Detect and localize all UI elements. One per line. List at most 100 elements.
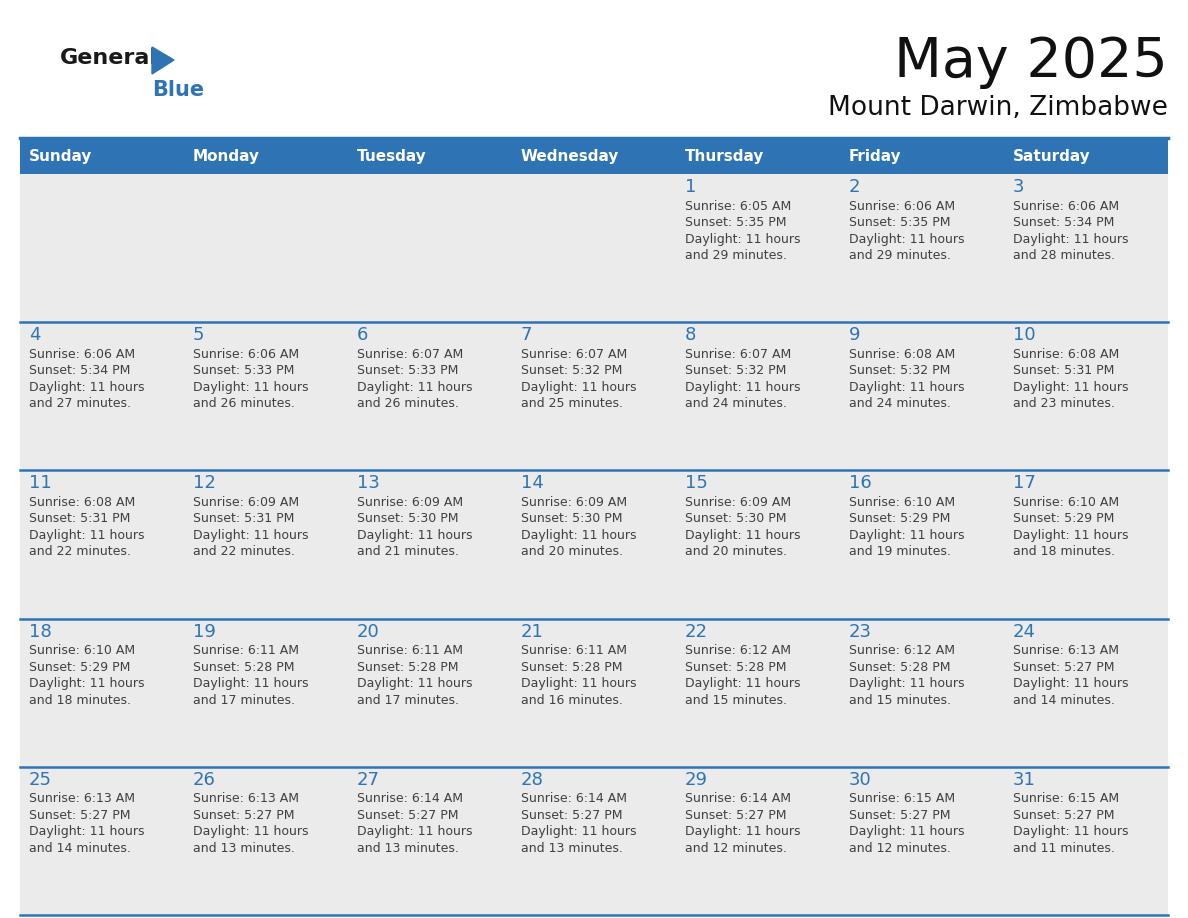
Text: Daylight: 11 hours: Daylight: 11 hours [849,825,965,838]
Text: Sunrise: 6:10 AM: Sunrise: 6:10 AM [1013,496,1119,509]
Bar [184,322,348,470]
Text: Sunrise: 6:07 AM: Sunrise: 6:07 AM [358,348,463,361]
Text: May 2025: May 2025 [895,35,1168,89]
Text: Sunrise: 6:12 AM: Sunrise: 6:12 AM [685,644,791,657]
Text: Sunset: 5:28 PM: Sunset: 5:28 PM [849,661,950,674]
Bar [1004,470,1168,619]
Polygon shape [152,47,173,74]
Text: 15: 15 [685,475,708,492]
Text: Sunset: 5:32 PM: Sunset: 5:32 PM [849,364,950,377]
Text: and 15 minutes.: and 15 minutes. [685,694,786,707]
Bar [348,619,512,767]
Text: and 15 minutes.: and 15 minutes. [849,694,952,707]
Text: Daylight: 11 hours: Daylight: 11 hours [192,825,309,838]
Text: Sunrise: 6:15 AM: Sunrise: 6:15 AM [1013,792,1119,805]
Text: Daylight: 11 hours: Daylight: 11 hours [1013,381,1129,394]
Text: Sunset: 5:27 PM: Sunset: 5:27 PM [685,809,786,822]
Text: 24: 24 [1013,622,1036,641]
Text: Sunrise: 6:10 AM: Sunrise: 6:10 AM [29,644,135,657]
Text: Daylight: 11 hours: Daylight: 11 hours [685,825,801,838]
Bar [676,138,840,174]
Text: and 29 minutes.: and 29 minutes. [849,249,950,262]
Text: Monday: Monday [192,149,260,163]
Bar [840,174,1004,322]
Text: Saturday: Saturday [1013,149,1091,163]
Text: and 18 minutes.: and 18 minutes. [1013,545,1116,558]
Bar [840,138,1004,174]
Text: and 12 minutes.: and 12 minutes. [685,842,786,855]
Text: Daylight: 11 hours: Daylight: 11 hours [192,529,309,542]
Text: Sunrise: 6:13 AM: Sunrise: 6:13 AM [29,792,135,805]
Text: Sunrise: 6:08 AM: Sunrise: 6:08 AM [29,496,135,509]
Text: and 20 minutes.: and 20 minutes. [685,545,786,558]
Text: Sunrise: 6:08 AM: Sunrise: 6:08 AM [849,348,955,361]
Text: 25: 25 [29,771,52,789]
Bar [20,619,184,767]
Bar [348,470,512,619]
Text: Sunset: 5:27 PM: Sunset: 5:27 PM [29,809,131,822]
Text: 31: 31 [1013,771,1036,789]
Text: Sunset: 5:29 PM: Sunset: 5:29 PM [849,512,950,525]
Text: and 12 minutes.: and 12 minutes. [849,842,950,855]
Text: Sunrise: 6:06 AM: Sunrise: 6:06 AM [192,348,299,361]
Text: and 28 minutes.: and 28 minutes. [1013,249,1116,262]
Text: Sunrise: 6:11 AM: Sunrise: 6:11 AM [192,644,299,657]
Text: Daylight: 11 hours: Daylight: 11 hours [1013,232,1129,245]
Text: and 26 minutes.: and 26 minutes. [192,397,295,410]
Bar [676,619,840,767]
Bar [676,767,840,915]
Text: Sunset: 5:32 PM: Sunset: 5:32 PM [685,364,786,377]
Text: Daylight: 11 hours: Daylight: 11 hours [29,825,145,838]
Text: 9: 9 [849,326,860,344]
Bar [20,767,184,915]
Bar [840,767,1004,915]
Text: Thursday: Thursday [685,149,764,163]
Text: and 11 minutes.: and 11 minutes. [1013,842,1114,855]
Text: 1: 1 [685,178,696,196]
Text: 7: 7 [522,326,532,344]
Text: Sunset: 5:27 PM: Sunset: 5:27 PM [849,809,950,822]
Text: Sunset: 5:35 PM: Sunset: 5:35 PM [849,216,950,229]
Text: 21: 21 [522,622,544,641]
Text: Daylight: 11 hours: Daylight: 11 hours [849,232,965,245]
Text: Sunset: 5:34 PM: Sunset: 5:34 PM [1013,216,1114,229]
Text: Daylight: 11 hours: Daylight: 11 hours [358,529,473,542]
Text: 26: 26 [192,771,216,789]
Text: Sunset: 5:27 PM: Sunset: 5:27 PM [1013,809,1114,822]
Text: Daylight: 11 hours: Daylight: 11 hours [192,677,309,690]
Text: Wednesday: Wednesday [522,149,619,163]
Text: Sunrise: 6:14 AM: Sunrise: 6:14 AM [685,792,791,805]
Text: Daylight: 11 hours: Daylight: 11 hours [522,381,637,394]
Text: 8: 8 [685,326,696,344]
Text: Sunset: 5:31 PM: Sunset: 5:31 PM [29,512,131,525]
Text: Sunrise: 6:07 AM: Sunrise: 6:07 AM [522,348,627,361]
Text: Daylight: 11 hours: Daylight: 11 hours [849,677,965,690]
Bar [676,470,840,619]
Text: Sunrise: 6:09 AM: Sunrise: 6:09 AM [192,496,299,509]
Text: Sunrise: 6:14 AM: Sunrise: 6:14 AM [522,792,627,805]
Text: Sunset: 5:32 PM: Sunset: 5:32 PM [522,364,623,377]
Text: Daylight: 11 hours: Daylight: 11 hours [685,677,801,690]
Bar [676,174,840,322]
Text: Sunrise: 6:05 AM: Sunrise: 6:05 AM [685,199,791,212]
Text: Sunrise: 6:11 AM: Sunrise: 6:11 AM [522,644,627,657]
Bar [1004,767,1168,915]
Bar [348,322,512,470]
Bar [1004,138,1168,174]
Text: 10: 10 [1013,326,1036,344]
Bar [20,174,184,322]
Text: 6: 6 [358,326,368,344]
Text: Sunset: 5:30 PM: Sunset: 5:30 PM [358,512,459,525]
Text: 23: 23 [849,622,872,641]
Text: Daylight: 11 hours: Daylight: 11 hours [522,677,637,690]
Text: 29: 29 [685,771,708,789]
Text: Sunset: 5:27 PM: Sunset: 5:27 PM [522,809,623,822]
Bar [840,322,1004,470]
Text: and 27 minutes.: and 27 minutes. [29,397,131,410]
Bar [1004,619,1168,767]
Text: Daylight: 11 hours: Daylight: 11 hours [849,381,965,394]
Bar [512,138,676,174]
Bar [840,470,1004,619]
Text: and 18 minutes.: and 18 minutes. [29,694,131,707]
Text: and 24 minutes.: and 24 minutes. [849,397,950,410]
